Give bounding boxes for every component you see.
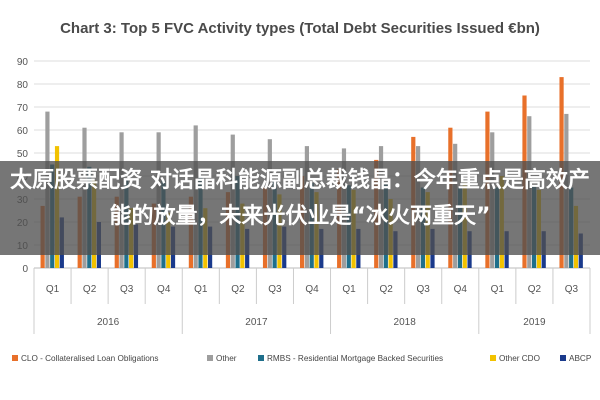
y-tick-label: 0 <box>22 264 28 275</box>
y-tick-label: 80 <box>17 80 29 91</box>
year-label: 2017 <box>245 317 268 328</box>
x-tick-label: Q4 <box>454 284 468 295</box>
legend-swatch <box>560 355 566 361</box>
legend-label: Other <box>216 354 237 363</box>
legend-swatch <box>490 355 496 361</box>
x-tick-label: Q4 <box>305 284 319 295</box>
legend-label: CLO - Collateralised Loan Obligations <box>21 354 158 363</box>
y-tick-label: 50 <box>17 149 29 160</box>
x-tick-label: Q3 <box>120 284 134 295</box>
x-tick-label: Q2 <box>83 284 97 295</box>
x-tick-label: Q2 <box>379 284 393 295</box>
y-tick-label: 70 <box>17 103 29 114</box>
x-tick-label: Q3 <box>268 284 282 295</box>
year-label: 2016 <box>97 317 120 328</box>
legend: CLO - Collateralised Loan Obligations Oth… <box>12 354 592 363</box>
legend-swatch <box>207 355 213 361</box>
legend-label: ABCP <box>569 354 592 363</box>
chart-title: Chart 3: Top 5 FVC Activity types (Total… <box>60 20 540 37</box>
x-axis-ticks: Q1 Q2 Q3 Q4 Q1 Q2 Q3 Q4 Q1 Q2 Q3 Q4 Q1 Q2 Q3 <box>33 268 591 334</box>
year-label: 2019 <box>523 317 546 328</box>
x-tick-label: Q4 <box>157 284 171 295</box>
headline-overlay-band <box>0 161 600 255</box>
x-tick-label: Q1 <box>46 284 60 295</box>
x-tick-label: Q1 <box>194 284 208 295</box>
x-tick-label: Q2 <box>231 284 245 295</box>
x-tick-label: Q1 <box>491 284 505 295</box>
legend-label: RMBS - Residential Mortgage Backed Secur… <box>267 354 443 363</box>
year-label: 2018 <box>394 317 417 328</box>
x-tick-label: Q3 <box>417 284 431 295</box>
x-tick-label: Q1 <box>342 284 356 295</box>
headline-overlay-text: 太原股票配资 对话晶科能源副总裁钱晶：今年重点是高效产能的放量，未来光伏业是“冰… <box>10 168 590 229</box>
legend-swatch <box>258 355 264 361</box>
legend-label: Other CDO <box>499 354 540 363</box>
x-tick-label: Q3 <box>565 284 579 295</box>
x-tick-label: Q2 <box>528 284 542 295</box>
year-groups: 2016 2017 2018 2019 <box>33 304 546 334</box>
y-tick-label: 90 <box>17 57 29 68</box>
legend-swatch <box>12 355 18 361</box>
y-tick-label: 60 <box>17 126 29 137</box>
